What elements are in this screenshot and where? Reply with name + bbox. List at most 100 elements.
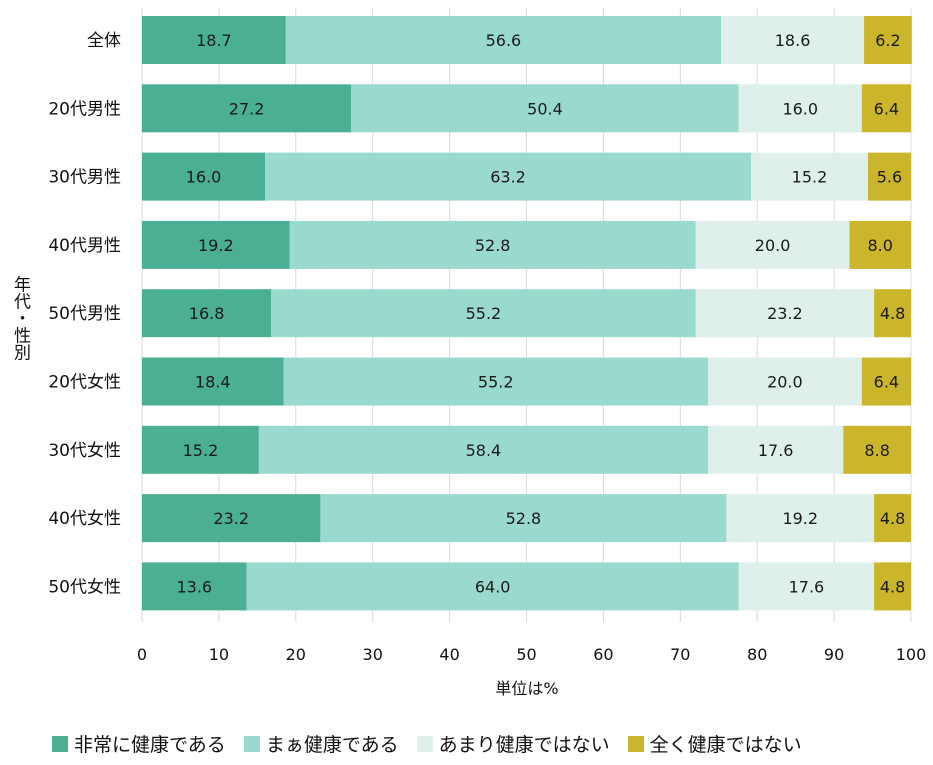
data-label: 55.2	[478, 373, 514, 392]
category-label: 30代男性	[48, 168, 121, 188]
bar-segment	[707, 425, 844, 474]
bar-segment	[142, 425, 259, 474]
data-label: 58.4	[466, 441, 502, 460]
data-label: 52.8	[506, 509, 542, 528]
x-tick-label: 40	[439, 645, 459, 664]
x-tick-label: 10	[209, 645, 229, 664]
bar-segment	[142, 289, 272, 338]
bar-segment	[849, 220, 911, 269]
data-label: 5.6	[877, 168, 902, 187]
bar-segment	[265, 152, 752, 201]
legend-swatch	[52, 735, 68, 752]
bar-segment	[289, 220, 696, 269]
data-label: 15.2	[792, 168, 828, 187]
data-label: 27.2	[229, 99, 265, 118]
bar-segment	[738, 562, 875, 611]
x-tick-label: 70	[670, 645, 690, 664]
bar-segment	[320, 494, 727, 543]
data-label: 19.2	[782, 509, 818, 528]
category-label: 20代女性	[48, 373, 121, 393]
data-label: 20.0	[755, 236, 791, 255]
data-label: 18.7	[196, 31, 232, 50]
bar-segment	[751, 152, 868, 201]
x-tick-label: 0	[137, 645, 147, 664]
data-label: 4.8	[880, 509, 905, 528]
x-tick-labels: 0 10 20 30 40 50 60 70 80 90 100	[137, 645, 926, 664]
bar-segment	[142, 562, 247, 611]
category-label: 50代男性	[48, 304, 121, 324]
bar-segment	[351, 84, 739, 133]
data-label: 18.4	[195, 373, 231, 392]
category-label: 30代女性	[48, 441, 121, 461]
data-label: 50.4	[527, 99, 563, 118]
category-label: 40代男性	[48, 236, 121, 256]
bar-segment	[738, 84, 862, 133]
bar-segment	[246, 562, 739, 611]
bar-segment	[874, 289, 911, 338]
data-label: 15.2	[183, 441, 219, 460]
x-tick-label: 50	[516, 645, 536, 664]
data-label: 20.0	[767, 373, 803, 392]
bar-segment	[695, 289, 875, 338]
legend-label: まぁ健康である	[265, 734, 399, 756]
x-tick-label: 90	[824, 645, 844, 664]
data-label: 4.8	[880, 304, 905, 323]
data-label: 23.2	[767, 304, 803, 323]
legend-label: あまり健康ではない	[438, 734, 610, 756]
bar-segment	[874, 494, 911, 543]
data-label: 18.6	[775, 31, 811, 50]
data-label: 16.0	[186, 168, 222, 187]
bar-segment	[861, 357, 911, 406]
data-label: 4.8	[880, 577, 905, 596]
legend-label: 非常に健康である	[74, 734, 226, 756]
bar-segment	[142, 494, 321, 543]
data-label: 13.6	[176, 577, 212, 596]
y-axis-title: 年代・性別	[10, 275, 31, 361]
data-label: 19.2	[198, 236, 234, 255]
bar-segment	[142, 357, 284, 406]
legend-item-not-very-healthy: あまり健康ではない	[416, 730, 610, 757]
bar-segment	[142, 220, 290, 269]
x-tick-label: 60	[593, 645, 613, 664]
bar-segment	[864, 16, 912, 64]
bar-segment	[142, 16, 286, 64]
bar-segment	[695, 220, 850, 269]
data-label: 6.4	[874, 99, 899, 118]
legend-label: 全く健康ではない	[649, 734, 802, 756]
category-label: 40代女性	[48, 509, 121, 529]
bar-segment	[258, 425, 708, 474]
x-tick-label: 80	[747, 645, 767, 664]
data-label: 6.2	[875, 31, 900, 50]
data-label: 64.0	[475, 577, 511, 596]
bar-segment	[142, 152, 266, 201]
legend-item-fairly-healthy: まぁ健康である	[243, 730, 399, 757]
bar-segment	[721, 16, 865, 64]
bar-segment	[867, 152, 911, 201]
legend-swatch	[243, 735, 260, 752]
category-labels: 全体 20代男性 30代男性 40代男性 50代男性 20代女性 30代女性 40代女性 50代…	[48, 31, 121, 597]
legend-item-very-healthy: 非常に健康である	[52, 730, 226, 757]
data-label: 55.2	[466, 304, 502, 323]
x-tick-label: 20	[286, 645, 306, 664]
bar-segment	[843, 425, 911, 474]
category-label: 50代女性	[48, 577, 121, 597]
x-axis-title: 単位は%	[495, 679, 558, 698]
bar-segment	[285, 16, 722, 64]
x-tick-label: 100	[896, 645, 927, 664]
data-label: 23.2	[213, 509, 249, 528]
data-label: 56.6	[486, 31, 522, 50]
legend: 非常に健康である まぁ健康である あまり健康ではない 全く健康ではない	[52, 730, 802, 757]
y-axis-title-group: 年代・性別	[10, 275, 31, 361]
data-label: 63.2	[490, 168, 526, 187]
bar-segment	[861, 84, 911, 133]
legend-item-not-healthy-at-all: 全く健康ではない	[627, 730, 802, 757]
data-label: 16.0	[782, 99, 818, 118]
legend-swatch	[416, 735, 433, 752]
data-labels: 18.7 56.6 18.6 6.2 27.2 50.4 16.0 6.4 16.0 63.2 15…	[176, 31, 905, 596]
legend-swatch	[627, 735, 644, 752]
data-label: 16.8	[189, 304, 225, 323]
category-label: 20代男性	[48, 99, 121, 119]
x-tick-label: 30	[363, 645, 383, 664]
